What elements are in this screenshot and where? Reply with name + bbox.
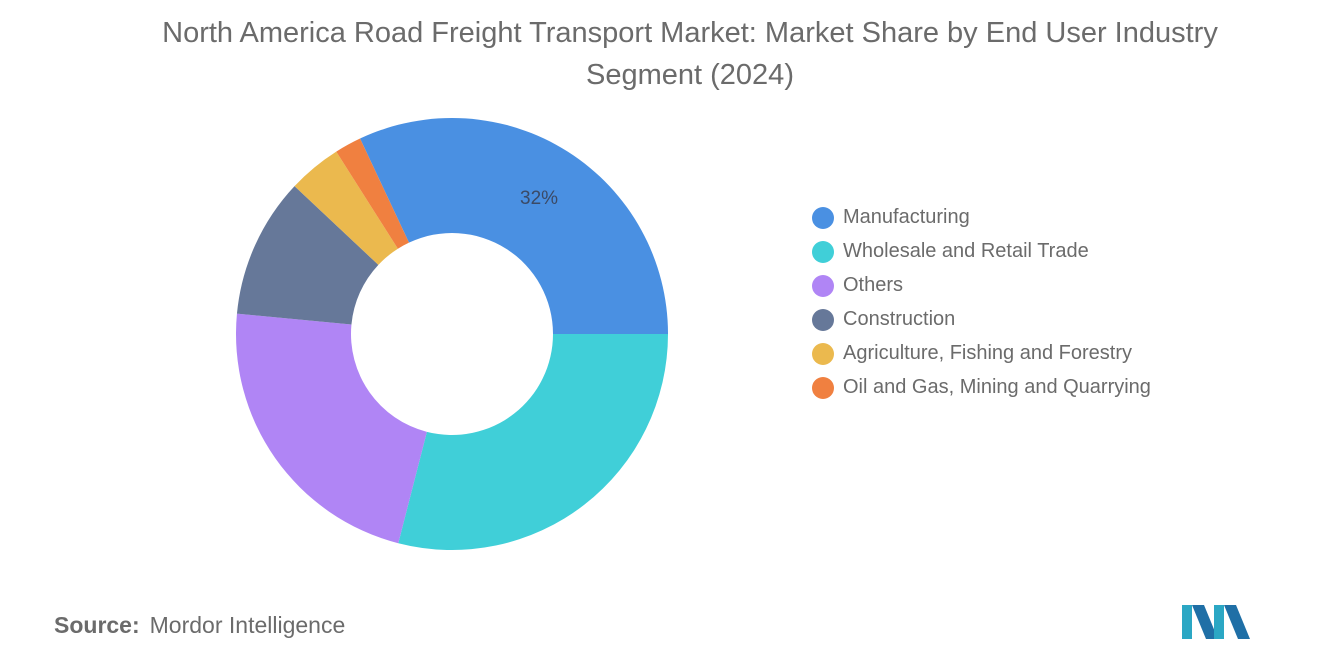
slice-wholesale-and-retail-trade [398,334,669,551]
source-label: Source: [54,612,140,638]
legend-swatch [812,241,834,263]
data-label-manufacturing: 32% [520,188,558,209]
source-line: Source: Mordor Intelligence [54,612,345,639]
legend-label: Oil and Gas, Mining and Quarrying [843,376,1151,398]
legend-swatch [812,377,834,399]
mordor-logo-icon [1182,605,1250,639]
legend-label: Others [843,274,904,296]
legend-item-oil-and-gas-mining-and-quarrying: Oil and Gas, Mining and Quarrying [812,374,1172,401]
slice-construction [236,186,379,325]
legend-item-agriculture-fishing-and-forestry: Agriculture, Fishing and Forestry [812,340,1172,367]
legend-swatch [812,343,834,365]
legend-item-construction: Construction [812,306,1172,333]
legend-swatch [812,309,834,331]
slice-oil-and-gas-mining-and-quarrying [336,138,409,249]
legend-swatch [812,275,834,297]
legend-label: Wholesale and Retail Trade [843,240,1089,262]
legend-item-others: Others [812,272,1172,299]
legend-item-manufacturing: Manufacturing [812,204,1172,231]
legend-label: Construction [843,308,956,330]
legend-label: Manufacturing [843,206,970,228]
slice-others [236,313,427,544]
source-value: Mordor Intelligence [149,612,346,638]
legend: Manufacturing Wholesale and Retail Trade O… [812,204,1172,408]
slice-agriculture-fishing-and-forestry [294,151,398,265]
slice-manufacturing [360,118,668,334]
legend-item-wholesale-and-retail-trade: Wholesale and Retail Trade [812,238,1172,265]
legend-label: Agriculture, Fishing and Forestry [843,342,1133,364]
legend-swatch [812,207,834,229]
chart-title: North America Road Freight Transport Mar… [162,17,1218,91]
